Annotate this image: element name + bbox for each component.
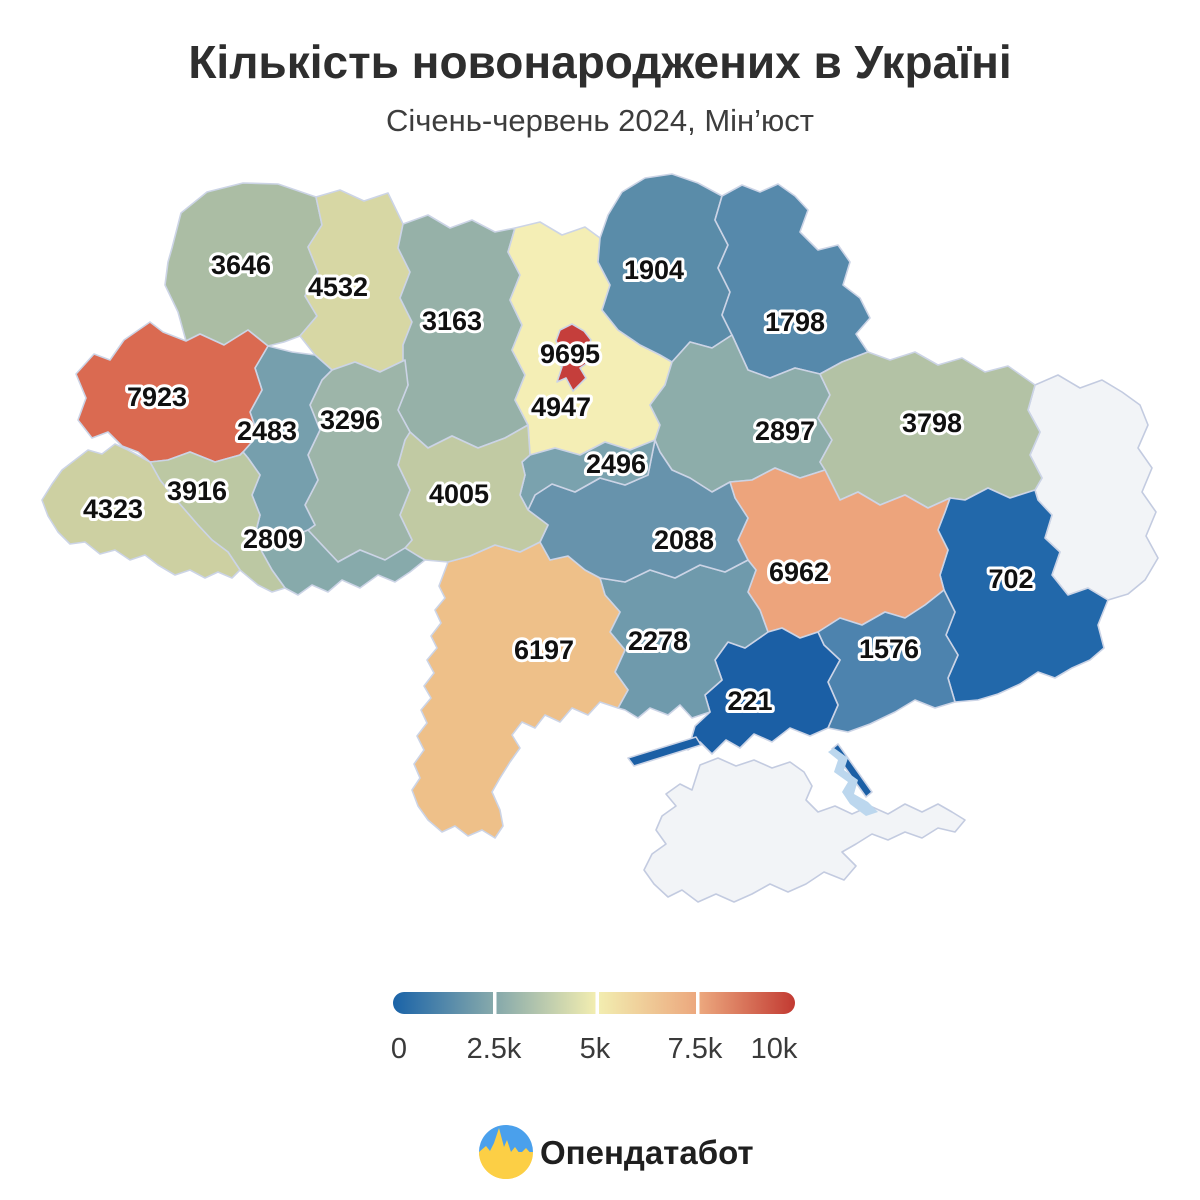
value-label-kirovohrad: 2088 [654, 525, 714, 555]
region-sumy [714, 183, 871, 379]
page-subtitle: Січень-червень 2024, Мін’юст [386, 103, 814, 138]
value-label-mykolaiv: 2278 [628, 626, 688, 656]
value-label-kyiv-oblast: 4947 [531, 392, 591, 422]
opendatabot-logo-icon [479, 1125, 533, 1179]
value-label-dnipropetrovsk: 6962 [769, 557, 829, 587]
value-label-lviv: 7923 [127, 382, 187, 412]
value-label-sumy: 1798 [765, 307, 825, 337]
region-ivano-frankivsk [149, 451, 286, 593]
region-odesa [411, 541, 629, 839]
value-label-vinnytsia: 4005 [429, 479, 489, 509]
region-khmelnytskyi [304, 354, 413, 563]
legend-tick-10k: 10k [751, 1033, 798, 1065]
page-title: Кількість новонароджених в Україні [188, 36, 1011, 88]
value-label-kharkiv: 3798 [902, 408, 962, 438]
value-label-zaporizhzhia: 1576 [859, 634, 919, 664]
region-crimea [643, 757, 966, 903]
sivash-water [828, 748, 878, 816]
value-label-chernihiv: 1904 [624, 255, 684, 285]
value-label-zakarpattia: 4323 [83, 494, 143, 524]
region-chernivtsi [254, 527, 426, 596]
value-label-rivne: 4532 [308, 272, 368, 302]
value-label-poltava: 2897 [755, 416, 815, 446]
brand-name: Опендатабот [540, 1134, 754, 1171]
brand-footer: Опендатабот [479, 1125, 754, 1179]
logo-pulse-waveform [479, 1128, 533, 1179]
legend-tick-7-5k: 7.5k [668, 1033, 723, 1065]
legend-tick-5k: 5k [580, 1033, 611, 1065]
value-label-kyiv-city: 9695 [540, 339, 600, 369]
value-label-zhytomyr: 3163 [422, 306, 482, 336]
region-value-labels: 3646 4532 3163 9695 4947 1904 1798 7923 … [80, 247, 1037, 719]
value-label-ivano-frankivsk: 3916 [167, 476, 227, 506]
value-label-donetsk: 702 [988, 564, 1033, 594]
region-zakarpattia [41, 443, 241, 579]
legend-tick-0: 0 [391, 1033, 407, 1065]
legend-gradient-bar [393, 992, 795, 1014]
value-label-ternopil: 2483 [237, 416, 297, 446]
value-label-khmelnytskyi: 3296 [320, 405, 380, 435]
color-scale-legend: 0 2.5k 5k 7.5k 10k [391, 992, 798, 1065]
region-kyiv-city [553, 323, 593, 392]
value-label-volyn: 3646 [211, 250, 271, 280]
value-label-chernivtsi: 2809 [243, 524, 303, 554]
value-label-cherkasy: 2496 [586, 449, 646, 479]
ukraine-map [41, 173, 1159, 903]
kinburn-spit [627, 736, 702, 767]
legend-tick-2-5k: 2.5k [467, 1033, 522, 1065]
value-label-kherson: 221 [727, 686, 772, 716]
value-label-odesa: 6197 [514, 635, 574, 665]
